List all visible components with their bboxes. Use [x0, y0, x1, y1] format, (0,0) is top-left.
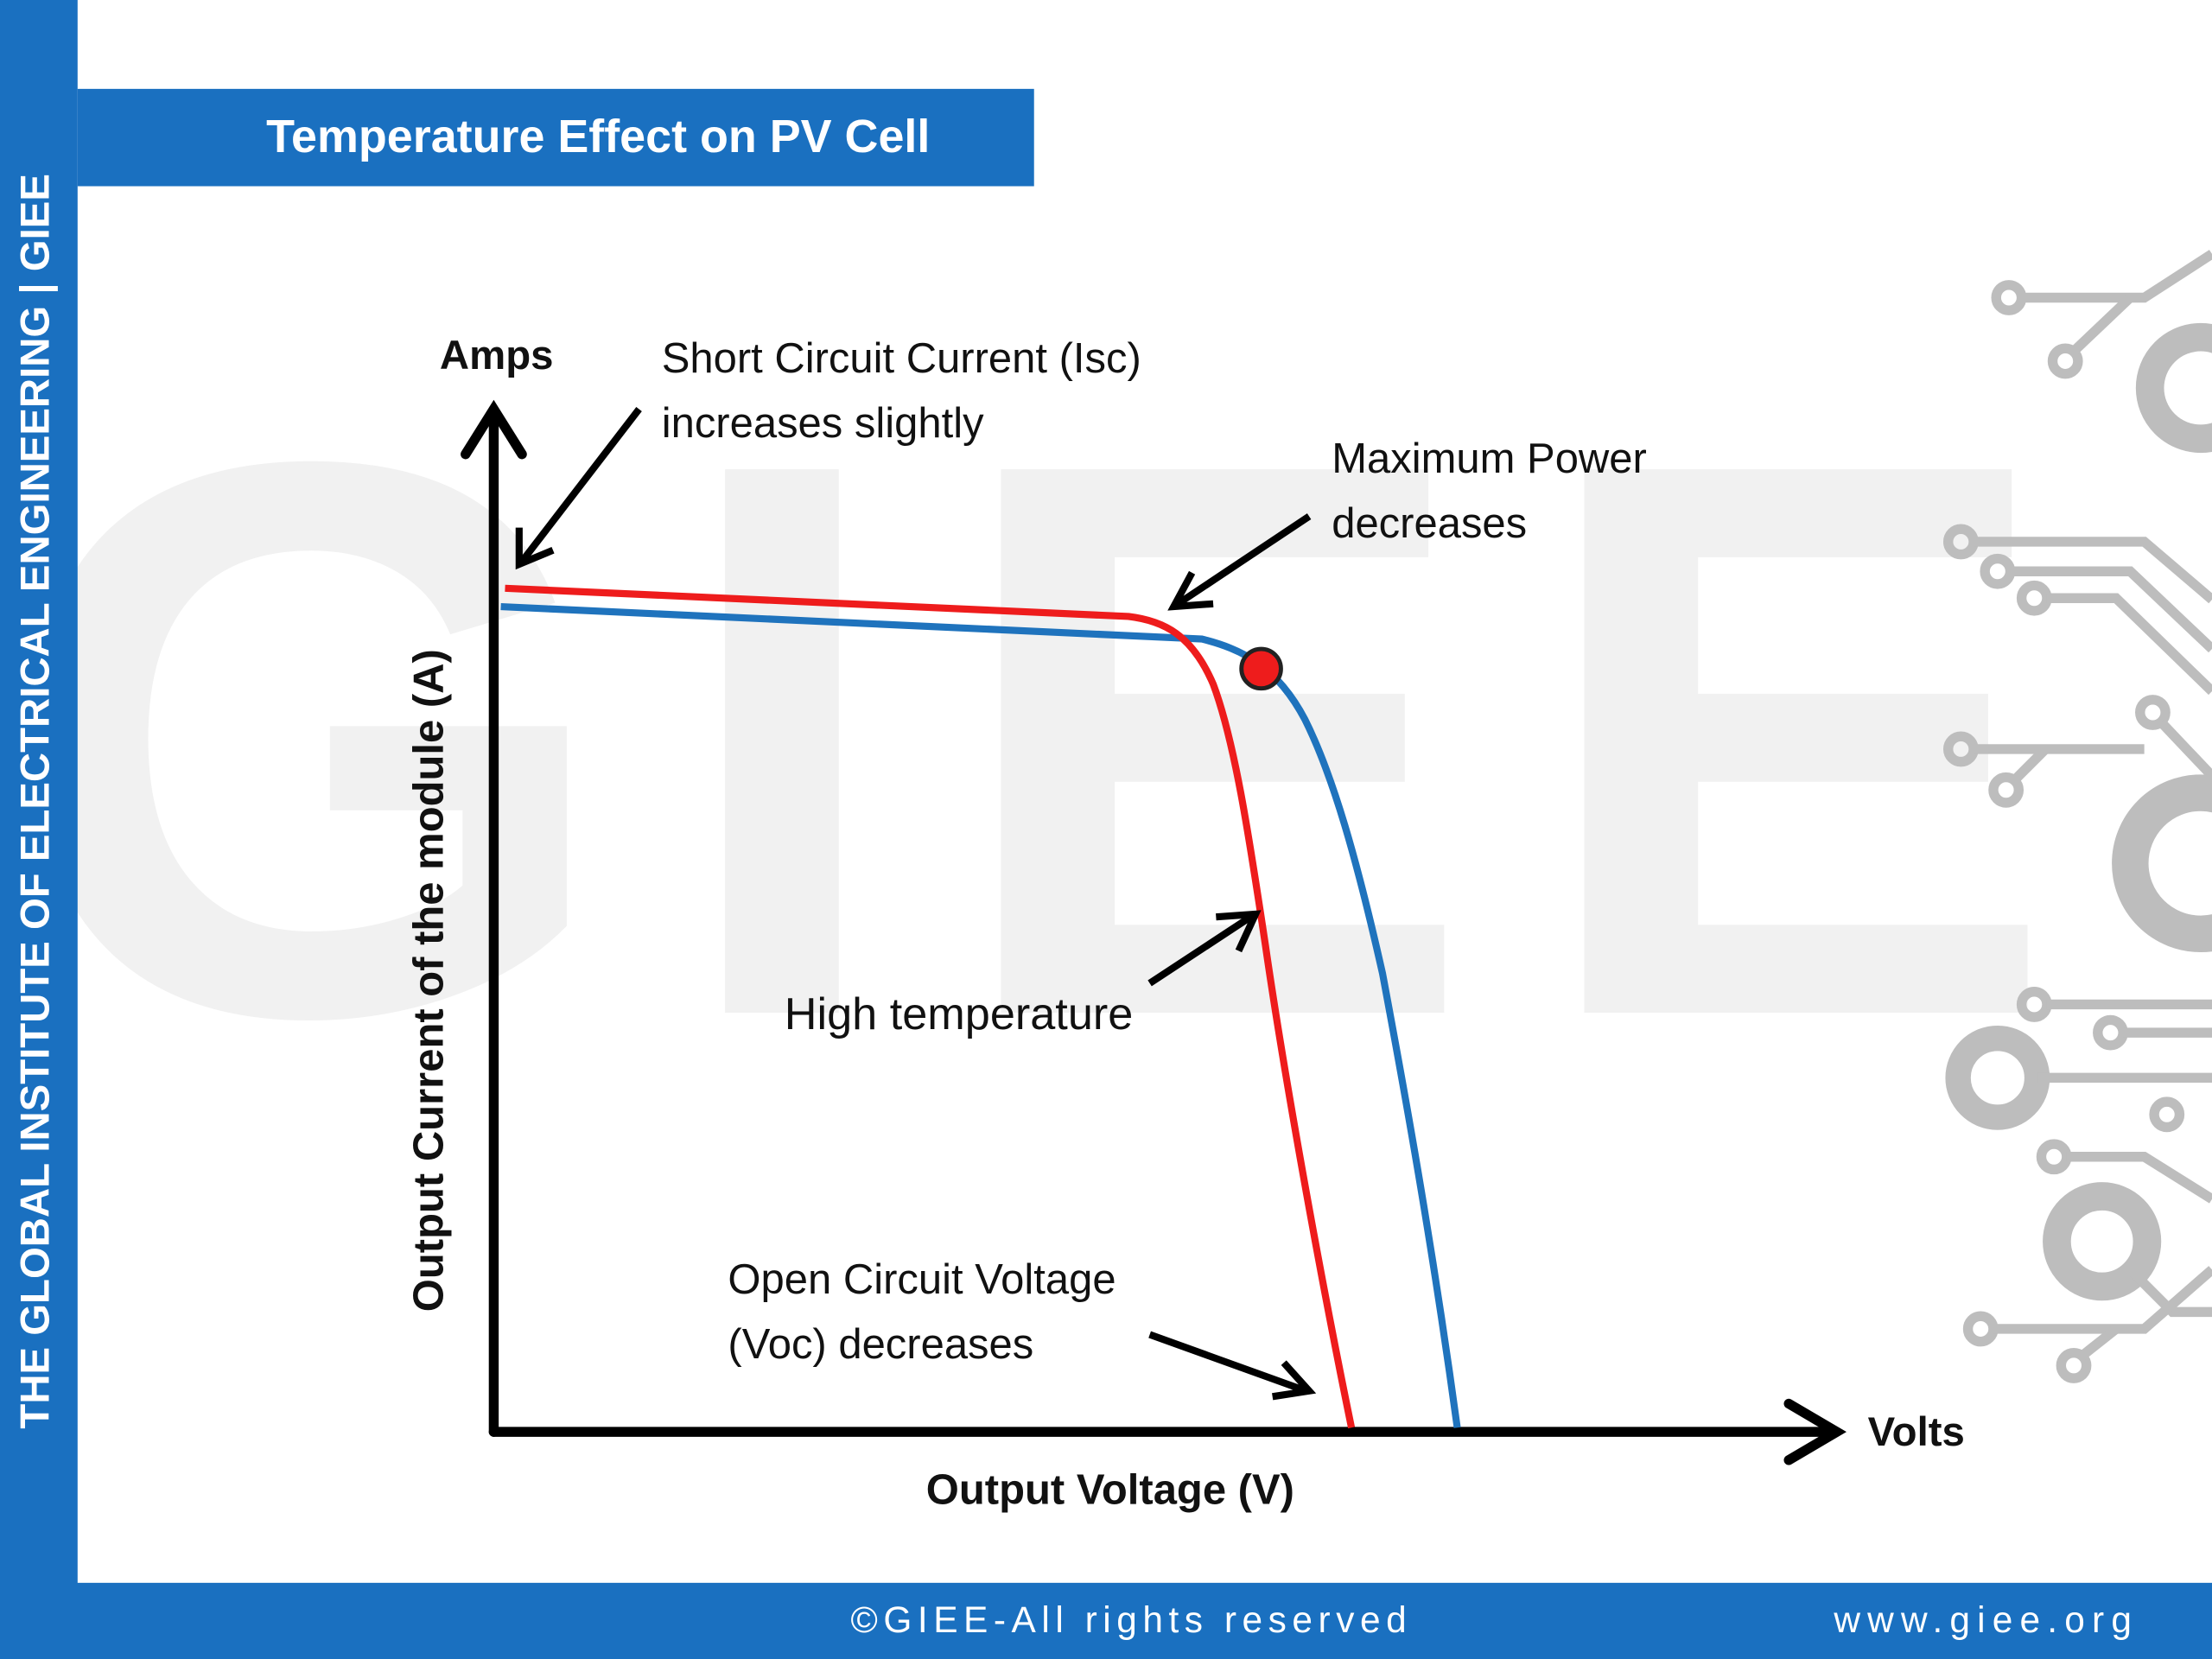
annotation-line: Maximum Power	[1332, 435, 1647, 482]
annotation-line: Short Circuit Current (Isc)	[662, 335, 1141, 382]
header-bar	[77, 88, 1034, 187]
annotation-line: (Voc) decreases	[728, 1321, 1033, 1368]
x-arrowhead	[1783, 1398, 1847, 1465]
y-title: Output Current of the module (A)	[406, 649, 453, 1312]
arrow	[1148, 1331, 1308, 1395]
arrow	[518, 406, 642, 564]
footer-copyright: ©GIEE-All rights reserved	[851, 1599, 1413, 1640]
annotations: Short Circuit Current (Isc) increases sli…	[662, 335, 1647, 1368]
x-axis-label: Volts	[1868, 1409, 1965, 1455]
annotation-line: High temperature	[785, 989, 1134, 1039]
arrowhead	[515, 527, 555, 570]
arrowhead	[1272, 1360, 1317, 1401]
high-temp-curve	[505, 584, 1356, 1429]
header-title: Temperature Effect on PV Cell	[266, 111, 930, 162]
annotation-line: increases slightly	[662, 400, 984, 447]
y-arrowhead	[461, 399, 527, 460]
arrow	[1176, 513, 1312, 607]
footer-bar	[0, 1582, 2212, 1659]
max-power-point	[1239, 646, 1283, 691]
arrowhead	[1167, 570, 1214, 611]
footer-website: www.giee.org	[1833, 1599, 2139, 1640]
circuit-decoration	[1942, 250, 2212, 1383]
annotation-line: Open Circuit Voltage	[728, 1256, 1116, 1303]
y-axis-label: Amps	[440, 333, 553, 378]
sidebar	[0, 0, 78, 1659]
arrow	[1147, 912, 1255, 987]
sidebar-text: THE GLOBAL INSTITUTE OF ELECTRICAL ENGIN…	[13, 174, 59, 1428]
annotation-arrows	[515, 406, 1317, 1401]
x-title: Output Voltage (V)	[926, 1466, 1294, 1513]
arrowhead	[1216, 910, 1262, 953]
watermark: GIEE	[1, 297, 2114, 1180]
axes	[461, 399, 1847, 1465]
annotation-line: decreases	[1332, 500, 1527, 547]
